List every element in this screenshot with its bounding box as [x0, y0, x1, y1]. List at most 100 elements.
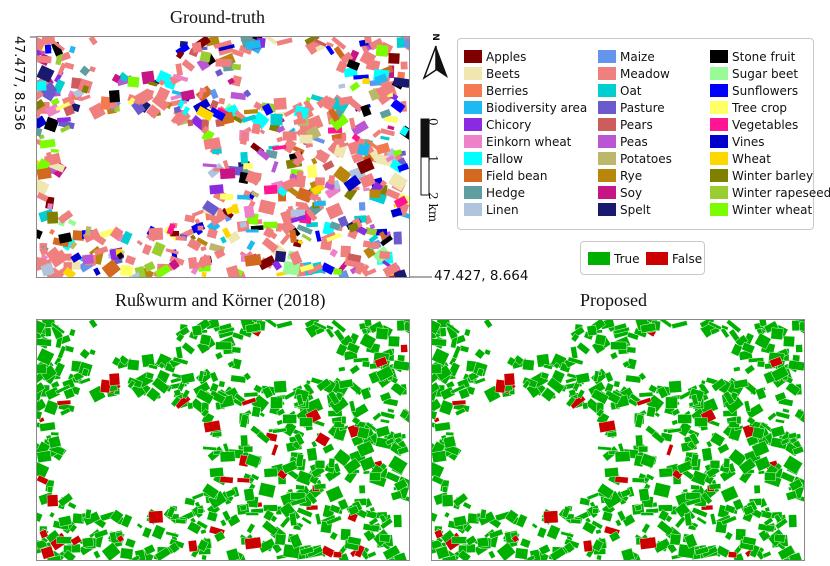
field-parcel [211, 431, 223, 438]
ground-truth-title: Ground-truth [170, 7, 265, 27]
true-swatch [588, 252, 610, 265]
field-parcel [243, 445, 254, 453]
field-parcel [250, 473, 260, 481]
field-parcel [614, 476, 629, 484]
field-parcel [37, 191, 49, 203]
field-parcel [244, 452, 262, 469]
legend-label: Winter rapeseed [732, 185, 830, 200]
field-parcel [762, 550, 772, 559]
field-parcel [327, 390, 341, 406]
field-parcel [118, 71, 130, 83]
legend-label: Tree crop [732, 100, 788, 115]
field-parcel [120, 513, 133, 529]
field-parcel [276, 320, 293, 330]
field-parcel [774, 410, 791, 420]
field-parcel [777, 544, 796, 560]
field-parcel [212, 148, 222, 155]
field-parcel [340, 245, 351, 258]
field-parcel [586, 324, 598, 337]
field-parcel [432, 461, 445, 480]
legend-swatch [598, 67, 616, 80]
field-parcel [246, 522, 256, 534]
field-parcel [57, 345, 67, 360]
field-parcel [375, 44, 389, 57]
field-parcel [37, 511, 44, 523]
field-parcel [465, 534, 478, 547]
field-parcel [774, 533, 786, 543]
field-parcel [196, 538, 209, 552]
legend-swatch [464, 135, 482, 148]
field-parcel [187, 238, 202, 252]
field-parcel [335, 343, 348, 357]
field-parcel [328, 175, 336, 185]
field-parcel [305, 96, 311, 102]
field-parcel [170, 113, 181, 124]
field-parcel [348, 117, 356, 130]
field-parcel [309, 191, 320, 202]
field-parcel [560, 530, 575, 538]
field-parcel [674, 515, 687, 529]
field-parcel [243, 487, 256, 502]
field-parcel [374, 73, 388, 85]
field-parcel [209, 88, 219, 100]
field-parcel [245, 39, 262, 50]
legend-item-hedge: Hedge [464, 185, 525, 200]
field-parcel [251, 123, 261, 135]
legend-swatch [464, 203, 482, 216]
field-parcel [705, 465, 721, 479]
field-parcel [192, 98, 211, 114]
field-parcel [218, 380, 226, 388]
field-parcel [109, 226, 124, 241]
field-parcel [638, 391, 654, 398]
field-parcel [337, 215, 349, 228]
field-parcel [375, 425, 391, 438]
field-parcel [783, 335, 795, 348]
field-parcel [540, 371, 550, 380]
field-parcel [646, 406, 657, 418]
field-parcel [219, 168, 236, 180]
field-parcel [37, 178, 50, 197]
field-parcel [351, 416, 361, 426]
field-parcel [522, 379, 531, 389]
legend-item-peas: Peas [598, 134, 648, 149]
field-parcel [311, 182, 326, 195]
field-parcel [195, 105, 215, 122]
field-parcel [386, 407, 395, 414]
field-parcel [288, 512, 298, 527]
legend-item-wheat: Wheat [710, 151, 771, 166]
field-parcel [432, 450, 447, 464]
field-parcel [270, 396, 283, 409]
field-parcel [774, 391, 787, 402]
field-parcel [788, 478, 804, 492]
field-parcel [295, 201, 305, 208]
field-parcel [359, 455, 377, 472]
field-parcel [281, 421, 297, 438]
field-parcel [390, 381, 406, 397]
field-parcel [310, 440, 318, 448]
field-parcel [51, 41, 64, 57]
field-parcel [118, 354, 130, 366]
field-parcel [175, 63, 183, 76]
field-parcel [201, 554, 208, 560]
field-parcel [261, 237, 279, 253]
field-parcel [733, 378, 749, 389]
field-parcel [638, 487, 651, 502]
field-parcel [221, 510, 232, 522]
field-parcel [359, 173, 376, 189]
field-parcel [166, 222, 176, 235]
field-parcel [333, 143, 347, 159]
field-parcel [119, 547, 134, 560]
field-parcel [549, 546, 567, 560]
field-parcel [231, 331, 245, 341]
field-parcel [728, 328, 741, 342]
field-parcel [400, 344, 408, 353]
field-parcel [640, 512, 654, 516]
field-parcel [237, 194, 250, 200]
field-parcel [276, 136, 284, 143]
field-parcel [519, 537, 532, 549]
field-parcel [514, 547, 529, 560]
field-parcel [538, 543, 551, 556]
field-parcel [261, 519, 279, 537]
field-parcel [253, 101, 263, 111]
scale-label-0: 0 [426, 118, 440, 126]
